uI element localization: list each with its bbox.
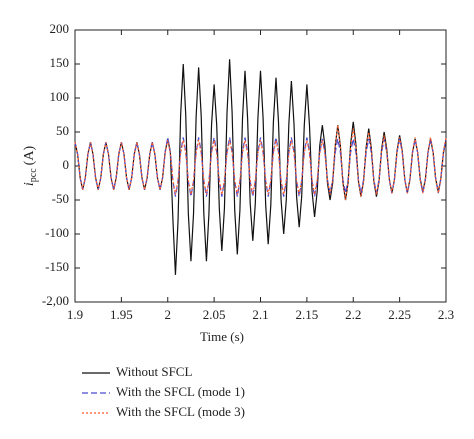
x-tick-label: 1.9 [67, 307, 83, 322]
x-tick-label: 2.25 [388, 307, 411, 322]
x-axis-label: Time (s) [200, 329, 244, 344]
y-tick-label: 50 [56, 123, 69, 138]
y-tick-label: 100 [50, 89, 70, 104]
series-line [74, 59, 447, 275]
y-label-unit: (A) [22, 146, 37, 166]
y-tick-label: -2,00 [42, 293, 69, 308]
legend-label: With the SFCL (mode 3) [116, 404, 245, 419]
x-tick-label: 2.1 [252, 307, 268, 322]
y-tick-label: -50 [52, 191, 69, 206]
x-tick-label: 1.95 [110, 307, 133, 322]
y-axis-label: ipcc (A) [22, 146, 39, 187]
y-label-sub: pcc [28, 168, 39, 182]
x-tick-label: 2.05 [203, 307, 226, 322]
y-tick-label: 200 [50, 21, 70, 36]
y-tick-label: -150 [45, 259, 69, 274]
x-tick-label: 2.15 [296, 307, 319, 322]
x-tick-label: 2.3 [438, 307, 454, 322]
x-tick-label: 2 [165, 307, 172, 322]
x-tick-label: 2.2 [345, 307, 361, 322]
series-line [74, 125, 447, 201]
y-tick-label: 150 [50, 55, 70, 70]
y-tick-label: 0 [63, 157, 70, 172]
legend-label: Without SFCL [116, 364, 192, 379]
legend-label: With the SFCL (mode 1) [116, 384, 245, 399]
y-tick-label: -100 [45, 225, 69, 240]
y-label-main: i [22, 182, 37, 186]
